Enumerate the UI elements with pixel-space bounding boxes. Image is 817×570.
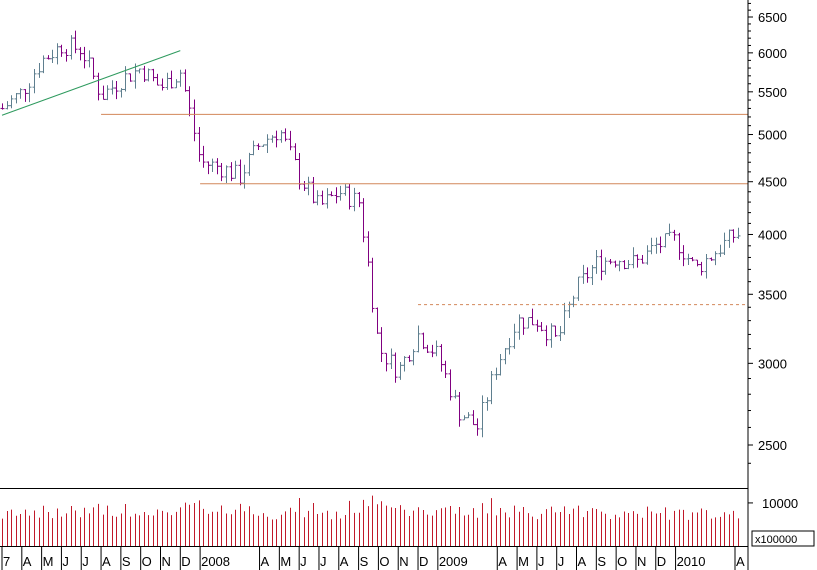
month-tick-label: 2010 [677, 554, 706, 569]
price-tick-label: 6500 [758, 10, 787, 25]
month-tick-label: O [379, 554, 389, 569]
price-tick-label: 5000 [758, 128, 787, 143]
month-tick-label: 2008 [201, 554, 230, 569]
price-tick-label: 4000 [758, 227, 787, 242]
price-bars [0, 30, 741, 438]
month-tick-label: S [122, 554, 131, 569]
month-tick-label: D [181, 554, 190, 569]
month-tick-label: D [657, 554, 666, 569]
volume-bars [2, 495, 739, 546]
month-tick-label: N [399, 554, 408, 569]
month-tick-label: 2009 [439, 554, 468, 569]
month-tick-label: A [340, 554, 349, 569]
trend-line [1, 50, 181, 116]
price-tick-label: 3500 [758, 287, 787, 302]
month-tick-label: A [102, 554, 111, 569]
month-tick-label: A [23, 554, 32, 569]
month-tick-label: S [597, 554, 606, 569]
month-tick-label: D [419, 554, 428, 569]
volume-unit-label: x100000 [755, 534, 797, 546]
price-tick-label: 5500 [758, 85, 787, 100]
month-tick-label: A [736, 554, 745, 569]
month-tick-label: O [142, 554, 152, 569]
month-tick-label: A [261, 554, 270, 569]
price-tick-label: 2500 [758, 438, 787, 453]
month-tick-label: J [62, 554, 69, 569]
month-tick-label: N [161, 554, 170, 569]
month-tick-label: J [320, 554, 327, 569]
month-tick-label: J [558, 554, 565, 569]
month-tick-label: S [360, 554, 369, 569]
volume-tick-label: 10000 [762, 496, 798, 511]
month-tick-label: M [518, 554, 529, 569]
month-tick-label: 7 [3, 554, 10, 569]
month-tick-label: N [637, 554, 646, 569]
month-tick-label: J [538, 554, 545, 569]
month-tick-label: A [578, 554, 587, 569]
price-tick-label: 4500 [758, 175, 787, 190]
month-tick-label: A [498, 554, 507, 569]
month-tick-label: O [617, 554, 627, 569]
month-tick-label: M [43, 554, 54, 569]
price-tick-label: 6000 [758, 46, 787, 61]
month-tick-label: J [82, 554, 89, 569]
price-tick-label: 3000 [758, 356, 787, 371]
volume-unit-box [751, 530, 815, 547]
trend-lines [1, 50, 748, 306]
month-tick-label: J [300, 554, 307, 569]
month-tick-label: M [280, 554, 291, 569]
